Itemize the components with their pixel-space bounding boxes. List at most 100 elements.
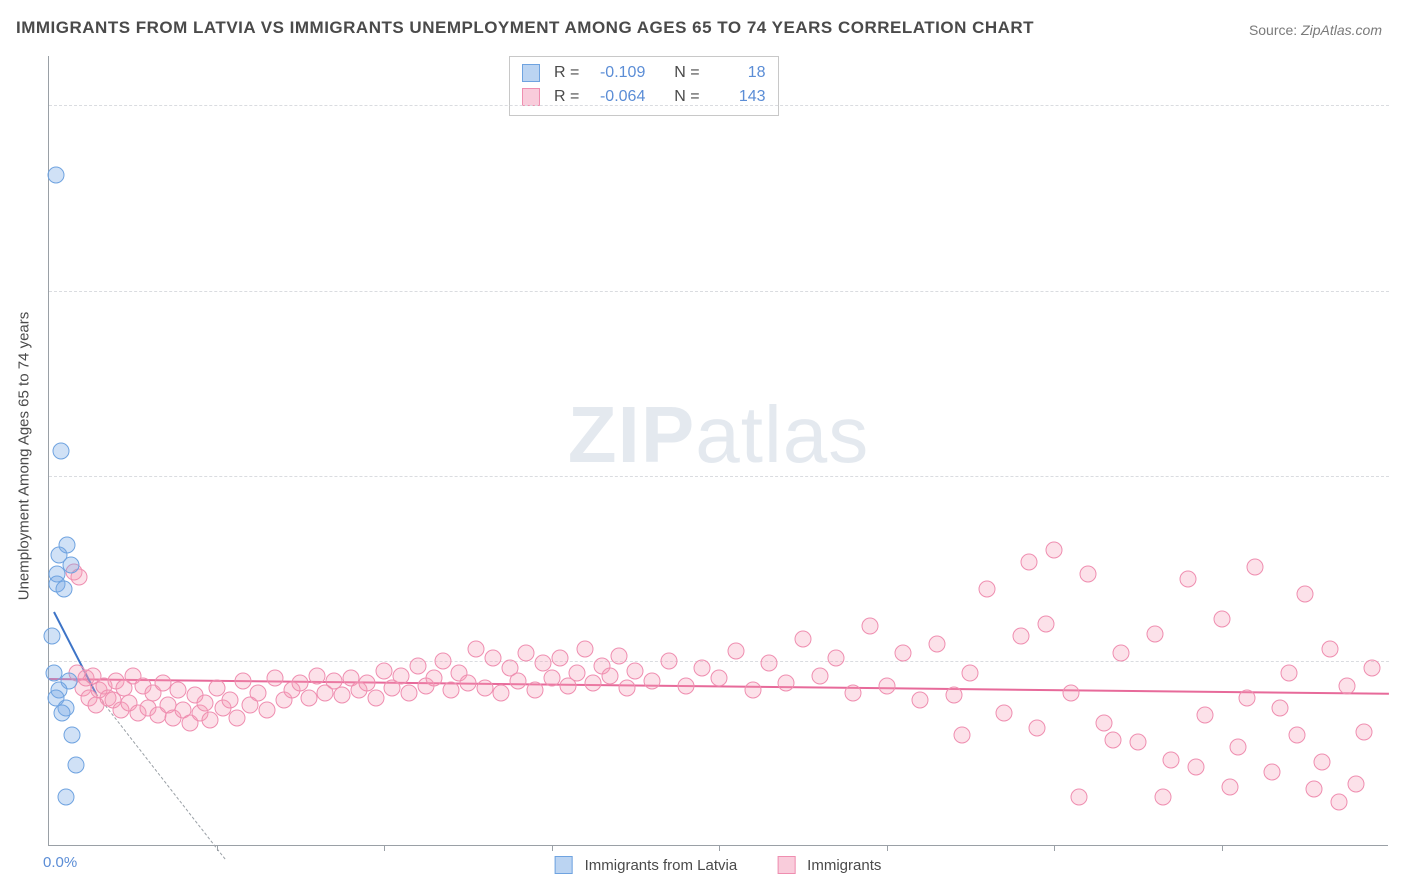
data-point xyxy=(367,689,384,706)
data-point xyxy=(1238,689,1255,706)
data-point xyxy=(1230,739,1247,756)
data-point xyxy=(551,650,568,667)
data-point xyxy=(1046,541,1063,558)
data-point xyxy=(468,640,485,657)
data-point xyxy=(228,709,245,726)
data-point xyxy=(443,682,460,699)
data-point xyxy=(376,662,393,679)
swatch-pink-icon xyxy=(522,88,540,106)
data-point xyxy=(409,657,426,674)
data-point xyxy=(912,692,929,709)
data-point xyxy=(235,672,252,689)
stat-N-1: 18 xyxy=(710,61,766,85)
stats-legend-box: R = -0.109 N = 18 R = -0.064 N = 143 xyxy=(509,56,779,116)
data-point xyxy=(845,684,862,701)
gridline xyxy=(49,291,1389,292)
swatch-pink-icon xyxy=(777,856,795,874)
data-point xyxy=(1079,566,1096,583)
data-point xyxy=(568,665,585,682)
data-point xyxy=(258,702,275,719)
data-point xyxy=(1247,559,1264,576)
data-point xyxy=(510,672,527,689)
data-point xyxy=(677,677,694,694)
x-tick xyxy=(384,845,385,851)
data-point xyxy=(196,694,213,711)
chart-title: IMMIGRANTS FROM LATVIA VS IMMIGRANTS UNE… xyxy=(16,18,1034,38)
data-point xyxy=(878,677,895,694)
data-point xyxy=(543,670,560,687)
data-point xyxy=(300,689,317,706)
data-point xyxy=(1364,660,1381,677)
data-point xyxy=(1020,554,1037,571)
data-point xyxy=(585,675,602,692)
data-point xyxy=(459,675,476,692)
gridline xyxy=(49,476,1389,477)
stat-N-label: N = xyxy=(674,61,699,85)
data-point xyxy=(861,618,878,635)
data-point xyxy=(811,667,828,684)
data-point xyxy=(1180,571,1197,588)
data-point xyxy=(1347,776,1364,793)
data-point xyxy=(201,712,218,729)
data-point xyxy=(895,645,912,662)
data-point xyxy=(47,166,64,183)
data-point xyxy=(928,635,945,652)
data-point xyxy=(828,650,845,667)
swatch-blue-icon xyxy=(555,856,573,874)
data-point xyxy=(392,667,409,684)
data-point xyxy=(434,652,451,669)
data-point xyxy=(52,443,69,460)
watermark-light: atlas xyxy=(695,390,869,479)
data-point xyxy=(401,684,418,701)
data-point xyxy=(1104,731,1121,748)
data-point xyxy=(526,682,543,699)
watermark: ZIPatlas xyxy=(568,389,869,481)
bottom-legend: Immigrants from Latvia Immigrants xyxy=(555,856,882,874)
data-point xyxy=(953,726,970,743)
source-label: Source: xyxy=(1249,22,1297,38)
data-point xyxy=(627,662,644,679)
data-point xyxy=(334,687,351,704)
data-point xyxy=(727,642,744,659)
data-point xyxy=(778,675,795,692)
watermark-bold: ZIP xyxy=(568,390,695,479)
stats-row-1: R = -0.109 N = 18 xyxy=(522,61,766,85)
data-point xyxy=(1037,615,1054,632)
data-point xyxy=(64,726,81,743)
source-credit: Source: ZipAtlas.com xyxy=(1249,22,1382,38)
y-axis-title: Unemployment Among Ages 65 to 74 years xyxy=(16,312,33,601)
data-point xyxy=(1146,625,1163,642)
x-tick xyxy=(1054,845,1055,851)
data-point xyxy=(426,670,443,687)
chart-area: ZIPatlas R = -0.109 N = 18 R = -0.064 N … xyxy=(48,56,1388,846)
data-point xyxy=(67,756,84,773)
data-point xyxy=(1305,781,1322,798)
data-point xyxy=(1322,640,1339,657)
data-point xyxy=(1288,726,1305,743)
data-point xyxy=(309,667,326,684)
data-point xyxy=(1029,719,1046,736)
data-point xyxy=(1062,684,1079,701)
data-point xyxy=(962,665,979,682)
legend-label-1: Immigrants from Latvia xyxy=(585,857,738,874)
legend-label-2: Immigrants xyxy=(807,857,881,874)
data-point xyxy=(1263,763,1280,780)
data-point xyxy=(711,670,728,687)
data-point xyxy=(744,682,761,699)
x-label-left: 0.0% xyxy=(43,854,77,871)
data-point xyxy=(1188,759,1205,776)
x-tick xyxy=(719,845,720,851)
data-point xyxy=(1213,610,1230,627)
data-point xyxy=(1280,665,1297,682)
data-point xyxy=(57,788,74,805)
data-point xyxy=(250,684,267,701)
data-point xyxy=(1339,677,1356,694)
x-tick xyxy=(887,845,888,851)
x-tick xyxy=(1222,845,1223,851)
source-value: ZipAtlas.com xyxy=(1301,22,1382,38)
data-point xyxy=(660,652,677,669)
data-point xyxy=(618,680,635,697)
data-point xyxy=(577,640,594,657)
data-point xyxy=(484,650,501,667)
data-point xyxy=(54,704,71,721)
